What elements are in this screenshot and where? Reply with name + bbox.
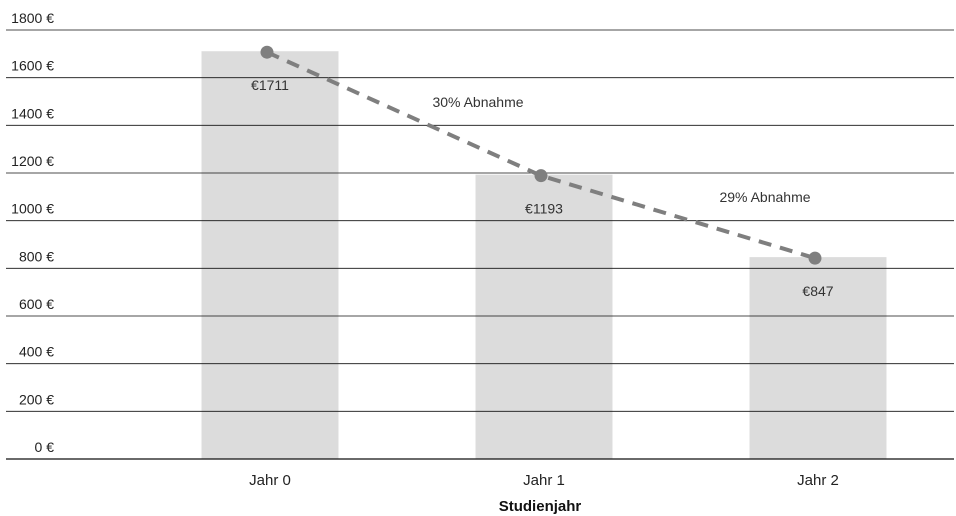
- data-label-jahr-2: €847: [802, 283, 833, 299]
- x-axis-title: Studienjahr: [499, 498, 582, 515]
- trend-line: [266, 50, 816, 261]
- y-tick-label-600: 600 €: [19, 296, 54, 312]
- data-label-jahr-0: €1711: [251, 77, 289, 93]
- bar-jahr-0: [201, 51, 339, 459]
- y-tick-label-400: 400 €: [19, 344, 54, 360]
- y-tick-label-1200: 1200 €: [11, 153, 54, 169]
- y-tick-label-800: 800 €: [19, 248, 54, 264]
- y-tick-label-1000: 1000 €: [11, 201, 54, 217]
- y-tick-label-1400: 1400 €: [11, 105, 54, 121]
- x-tick-label-jahr-1: Jahr 1: [523, 472, 565, 489]
- bar-jahr-1: [475, 174, 613, 459]
- y-tick-label-200: 200 €: [19, 391, 54, 407]
- y-tick-label-1800: 1800 €: [11, 10, 54, 26]
- trend-point-jahr-2: [808, 251, 822, 265]
- trend-point-jahr-0: [260, 45, 274, 59]
- trend-point-jahr-1: [534, 169, 548, 183]
- y-tick-label-1600: 1600 €: [11, 58, 54, 74]
- y-tick-label-0: 0 €: [35, 439, 55, 455]
- x-tick-label-jahr-0: Jahr 0: [249, 472, 291, 489]
- bar-jahr-2: [749, 257, 887, 459]
- annotation-decrease-1: 30% Abnahme: [432, 94, 523, 110]
- x-tick-label-jahr-2: Jahr 2: [797, 472, 839, 489]
- annotation-decrease-2: 29% Abnahme: [719, 189, 810, 205]
- data-label-jahr-1: €1193: [525, 201, 563, 217]
